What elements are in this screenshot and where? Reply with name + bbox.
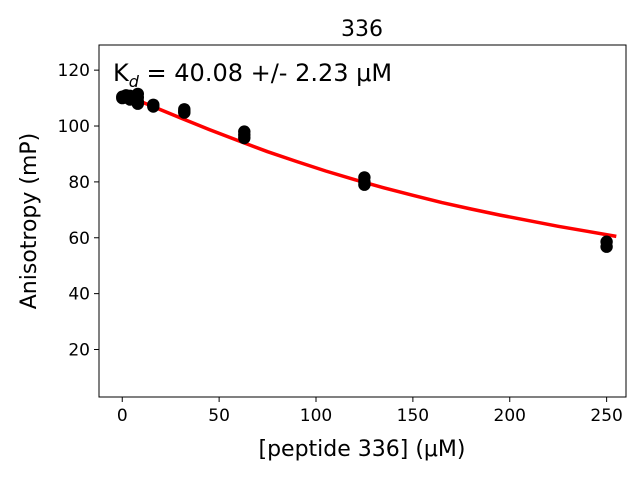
x-tick-label: 250 bbox=[590, 406, 622, 426]
x-tick-label: 200 bbox=[494, 406, 526, 426]
y-tick-label: 20 bbox=[68, 341, 90, 361]
chart-title: 336 bbox=[341, 17, 383, 42]
y-tick-label: 60 bbox=[68, 229, 90, 249]
data-point bbox=[178, 106, 191, 119]
y-tick-label: 40 bbox=[68, 285, 90, 305]
y-tick-label: 80 bbox=[68, 173, 90, 193]
y-tick-label: 100 bbox=[58, 117, 90, 137]
kd-annotation: Kd = 40.08 +/- 2.23 μM bbox=[113, 59, 392, 91]
data-point bbox=[131, 97, 144, 110]
kd-subscript: d bbox=[129, 72, 140, 91]
y-tick-label: 120 bbox=[58, 61, 90, 81]
kd-value: = 40.08 +/- 2.23 μM bbox=[139, 59, 392, 87]
y-axis: 20 40 60 80 100 120 bbox=[58, 61, 99, 361]
x-tick-label: 50 bbox=[208, 406, 230, 426]
axes-frame bbox=[98, 44, 627, 398]
data-point bbox=[358, 178, 371, 191]
x-axis: 0 50 100 150 200 250 bbox=[117, 397, 623, 426]
data-point bbox=[238, 131, 251, 145]
y-axis-label: Anisotropy (mP) bbox=[17, 133, 42, 310]
x-axis-label: [peptide 336] (μM) bbox=[259, 437, 466, 462]
data-point bbox=[147, 100, 160, 113]
kd-symbol: K bbox=[113, 59, 130, 87]
plot-area bbox=[116, 87, 617, 253]
data-point bbox=[600, 240, 613, 253]
x-tick-label: 100 bbox=[300, 406, 332, 426]
x-tick-label: 150 bbox=[397, 406, 429, 426]
x-tick-label: 0 bbox=[117, 406, 128, 426]
